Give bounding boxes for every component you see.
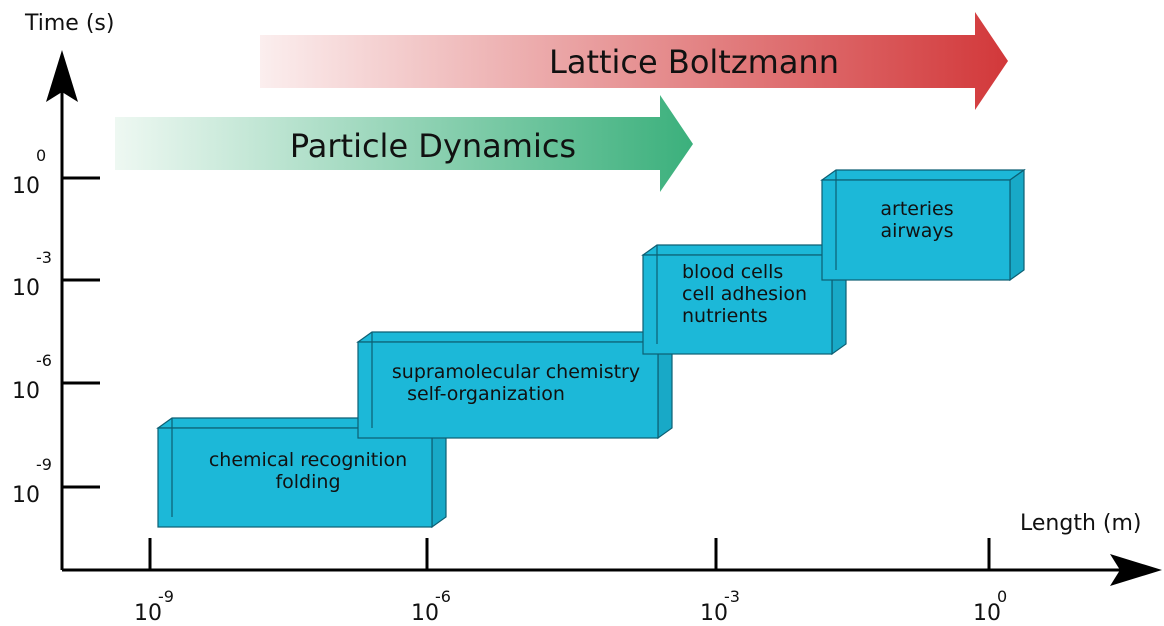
y-axis-label: Time (s) <box>24 11 114 36</box>
box-label: blood cells <box>682 261 783 283</box>
arrow-label: Lattice Boltzmann <box>549 43 839 81</box>
particle-arrow <box>115 95 693 192</box>
y-tick-base: 10 <box>12 379 40 404</box>
x-tick-base: 10 <box>700 601 728 626</box>
x-arrowhead <box>1110 554 1162 586</box>
x-tick-exp: 0 <box>997 587 1007 606</box>
y-tick-exp: -9 <box>36 455 52 474</box>
x-tick-exp: -9 <box>158 587 174 606</box>
box-label: supramolecular chemistry <box>392 361 640 383</box>
box-label: nutrients <box>682 305 768 327</box>
x-tick-base: 10 <box>411 601 439 626</box>
y-arrowhead <box>46 50 78 102</box>
y-tick-exp: -3 <box>36 248 52 267</box>
y-tick-base: 10 <box>12 276 40 301</box>
x-axis-label: Length (m) <box>1020 511 1141 536</box>
y-tick-exp: 0 <box>36 146 46 165</box>
box <box>821 179 1011 281</box>
arrow-label: Particle Dynamics <box>290 127 576 165</box>
y-tick-base: 10 <box>12 174 40 199</box>
x-tick-base: 10 <box>134 601 162 626</box>
box-top <box>641 244 848 256</box>
y-tick-base: 10 <box>12 483 40 508</box>
box-label: cell adhesion <box>682 283 807 305</box>
box-label: chemical recognition <box>209 449 407 471</box>
box-side <box>1009 168 1025 282</box>
box <box>157 427 433 528</box>
box <box>642 254 833 355</box>
x-tick-base: 10 <box>973 601 1001 626</box>
x-tick-exp: -3 <box>724 587 740 606</box>
lattice-arrow <box>260 12 1008 110</box>
box-label: folding <box>275 471 340 493</box>
x-tick-exp: -6 <box>435 587 451 606</box>
box <box>357 341 659 439</box>
box-label: arteries <box>880 198 953 220</box>
box-label: self-organization <box>407 383 565 405</box>
box-top <box>820 169 1026 181</box>
y-tick-exp: -6 <box>36 351 52 370</box>
box-label: airways <box>880 220 953 242</box>
box-top <box>356 331 674 343</box>
